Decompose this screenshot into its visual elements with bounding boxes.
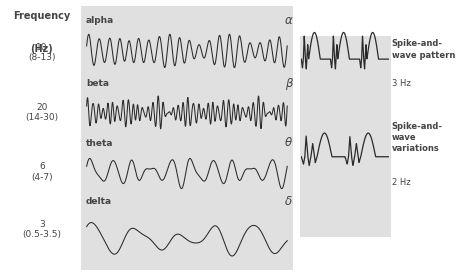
- Text: (Hz): (Hz): [31, 44, 53, 54]
- Text: 20
(14-30): 20 (14-30): [25, 103, 59, 122]
- Text: β: β: [285, 77, 292, 90]
- Text: theta: theta: [86, 139, 113, 147]
- Text: α: α: [284, 14, 292, 27]
- Text: 3 Hz: 3 Hz: [392, 79, 410, 88]
- Text: alpha: alpha: [86, 16, 114, 25]
- Text: 6
(4-7): 6 (4-7): [31, 162, 53, 182]
- Text: θ: θ: [285, 136, 292, 150]
- Text: Spike-and-
wave
variations: Spike-and- wave variations: [392, 122, 443, 153]
- Text: 2 Hz: 2 Hz: [392, 178, 410, 187]
- Text: beta: beta: [86, 79, 109, 88]
- Text: 3
(0.5-3.5): 3 (0.5-3.5): [22, 220, 61, 239]
- Text: Frequency: Frequency: [13, 11, 71, 21]
- Text: Spike-and-
wave pattern: Spike-and- wave pattern: [392, 39, 455, 60]
- Text: 10
(8-13): 10 (8-13): [28, 43, 56, 62]
- Text: delta: delta: [86, 197, 112, 206]
- Text: δ: δ: [285, 195, 292, 208]
